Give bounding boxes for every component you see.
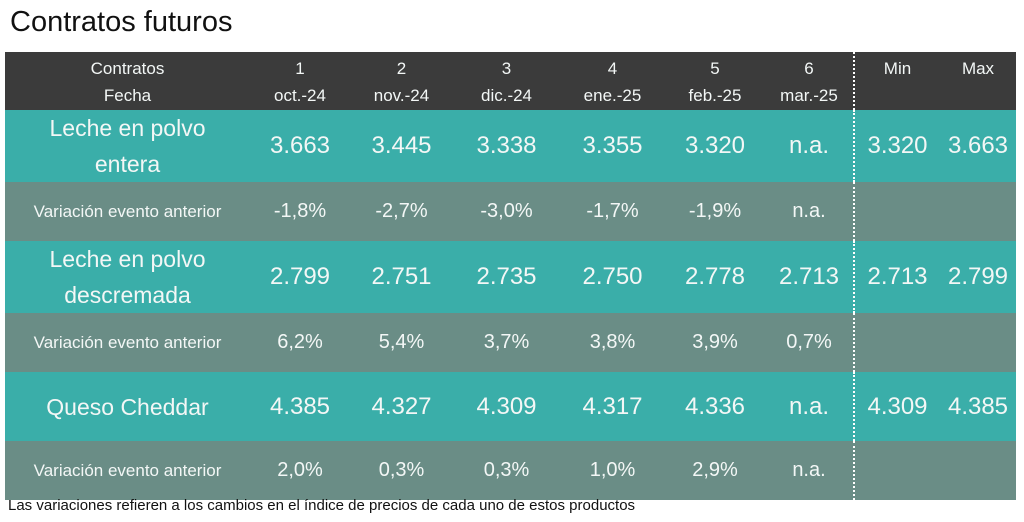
price-cell: 3.355 <box>582 132 643 159</box>
variation-label: Variación evento anterior <box>33 460 222 480</box>
min-cell: 2.713 <box>853 241 940 313</box>
max-cell: 2.799 <box>947 263 1009 290</box>
variation-label: Variación evento anterior <box>33 332 222 352</box>
variation-cell: -2,7% <box>375 200 428 222</box>
header-contract-2: 2 nov.-24 <box>350 52 453 110</box>
contract-number: 6 <box>804 59 814 78</box>
variation-cell: 3,7% <box>483 331 530 353</box>
contract-number: 1 <box>295 59 305 78</box>
price-cell: 3.445 <box>371 132 432 159</box>
header-contract-4: 4 ene.-25 <box>560 52 665 110</box>
product-name: Queso Cheddar <box>46 393 209 420</box>
min-cell: 3.320 <box>853 110 940 182</box>
min-empty-cell <box>853 313 940 372</box>
price-cell: 2.778 <box>684 263 746 290</box>
product-row: Leche en polvo entera 3.663 3.445 3.338 3.35… <box>5 110 1016 182</box>
variation-cell: -1,8% <box>273 200 327 222</box>
variation-row: Variación evento anterior -1,8% -2,7% -3,0%… <box>5 182 1016 241</box>
contract-date: ene.-25 <box>583 86 642 105</box>
contract-number: 5 <box>710 59 720 78</box>
price-cell: n.a. <box>788 132 830 159</box>
price-cell: 3.338 <box>476 132 537 159</box>
max-empty-cell <box>940 441 1016 500</box>
max-empty-cell <box>940 182 1016 241</box>
contracts-label: Contratos <box>90 59 165 78</box>
header-contract-5: 5 feb.-25 <box>665 52 765 110</box>
contract-date: nov.-24 <box>373 86 430 105</box>
max-empty-cell <box>940 313 1016 372</box>
contract-number: 2 <box>396 59 407 78</box>
variation-cell: 3,9% <box>692 331 738 353</box>
variation-cell: -1,9% <box>688 200 742 222</box>
futures-table: Contratos Fecha 1 oct.-24 2 nov.-24 3 dic.-24 4 e… <box>5 52 1016 500</box>
price-cell: 2.713 <box>778 263 840 290</box>
price-cell: 4.336 <box>684 392 746 420</box>
min-empty-cell <box>853 441 940 500</box>
variation-cell: 0,3% <box>378 459 425 481</box>
page-title: Contratos futuros <box>10 6 233 38</box>
header-min: Min <box>853 52 940 110</box>
variation-cell: -1,7% <box>586 200 639 222</box>
price-cell: 2.751 <box>371 263 432 290</box>
variation-cell: n.a. <box>792 459 826 481</box>
contract-date: dic.-24 <box>480 86 533 105</box>
variation-cell: 0,7% <box>786 331 832 353</box>
variation-cell: 2,9% <box>692 459 738 481</box>
contract-date: mar.-25 <box>780 86 838 105</box>
variation-cell: 0,3% <box>483 459 530 481</box>
date-label: Fecha <box>103 86 152 105</box>
contract-date: feb.-25 <box>688 86 742 105</box>
price-cell: 3.320 <box>684 132 746 159</box>
max-cell: 4.385 <box>947 392 1009 420</box>
contract-number: 4 <box>607 59 618 78</box>
header-contract-6: 6 mar.-25 <box>765 52 854 110</box>
header-contract-3: 3 dic.-24 <box>453 52 560 110</box>
header-label-cell: Contratos Fecha <box>5 52 250 110</box>
variation-cell: 6,2% <box>277 331 323 353</box>
price-cell: 2.735 <box>476 263 537 290</box>
variation-cell: 3,8% <box>589 331 636 353</box>
product-row: Queso Cheddar 4.385 4.327 4.309 4.317 4.336 n.… <box>5 372 1016 441</box>
product-row: Leche en polvo descremada 2.799 2.751 2.735… <box>5 241 1016 313</box>
variation-cell: 1,0% <box>589 459 636 481</box>
price-cell: 4.385 <box>269 392 331 420</box>
price-cell: 3.663 <box>269 132 331 159</box>
contract-date: oct.-24 <box>274 86 326 105</box>
product-name: Leche en polvo descremada <box>49 246 206 308</box>
price-cell: 4.327 <box>371 392 432 420</box>
price-cell: 4.309 <box>476 392 537 420</box>
variation-cell: -3,0% <box>480 200 533 222</box>
variation-row: Variación evento anterior 2,0% 0,3% 0,3% 1,0… <box>5 441 1016 500</box>
min-cell: 4.309 <box>853 372 940 441</box>
footnote: Las variaciones refieren a los cambios e… <box>8 497 636 514</box>
variation-row: Variación evento anterior 6,2% 5,4% 3,7% 3,8… <box>5 313 1016 372</box>
min-empty-cell <box>853 182 940 241</box>
variation-cell: 2,0% <box>277 459 323 481</box>
header-max: Max <box>961 59 995 78</box>
variation-label: Variación evento anterior <box>33 201 222 221</box>
table-header: Contratos Fecha 1 oct.-24 2 nov.-24 3 dic.-24 4 e… <box>5 52 1016 110</box>
header-contract-1: 1 oct.-24 <box>250 52 350 110</box>
variation-cell: n.a. <box>792 200 826 222</box>
variation-cell: 5,4% <box>378 331 425 353</box>
price-cell: n.a. <box>788 392 830 420</box>
price-cell: 4.317 <box>582 392 643 420</box>
price-cell: 2.750 <box>582 263 643 290</box>
price-cell: 2.799 <box>269 263 331 290</box>
product-name: Leche en polvo entera <box>49 115 206 177</box>
max-cell: 3.663 <box>947 132 1009 159</box>
contract-number: 3 <box>501 59 512 78</box>
